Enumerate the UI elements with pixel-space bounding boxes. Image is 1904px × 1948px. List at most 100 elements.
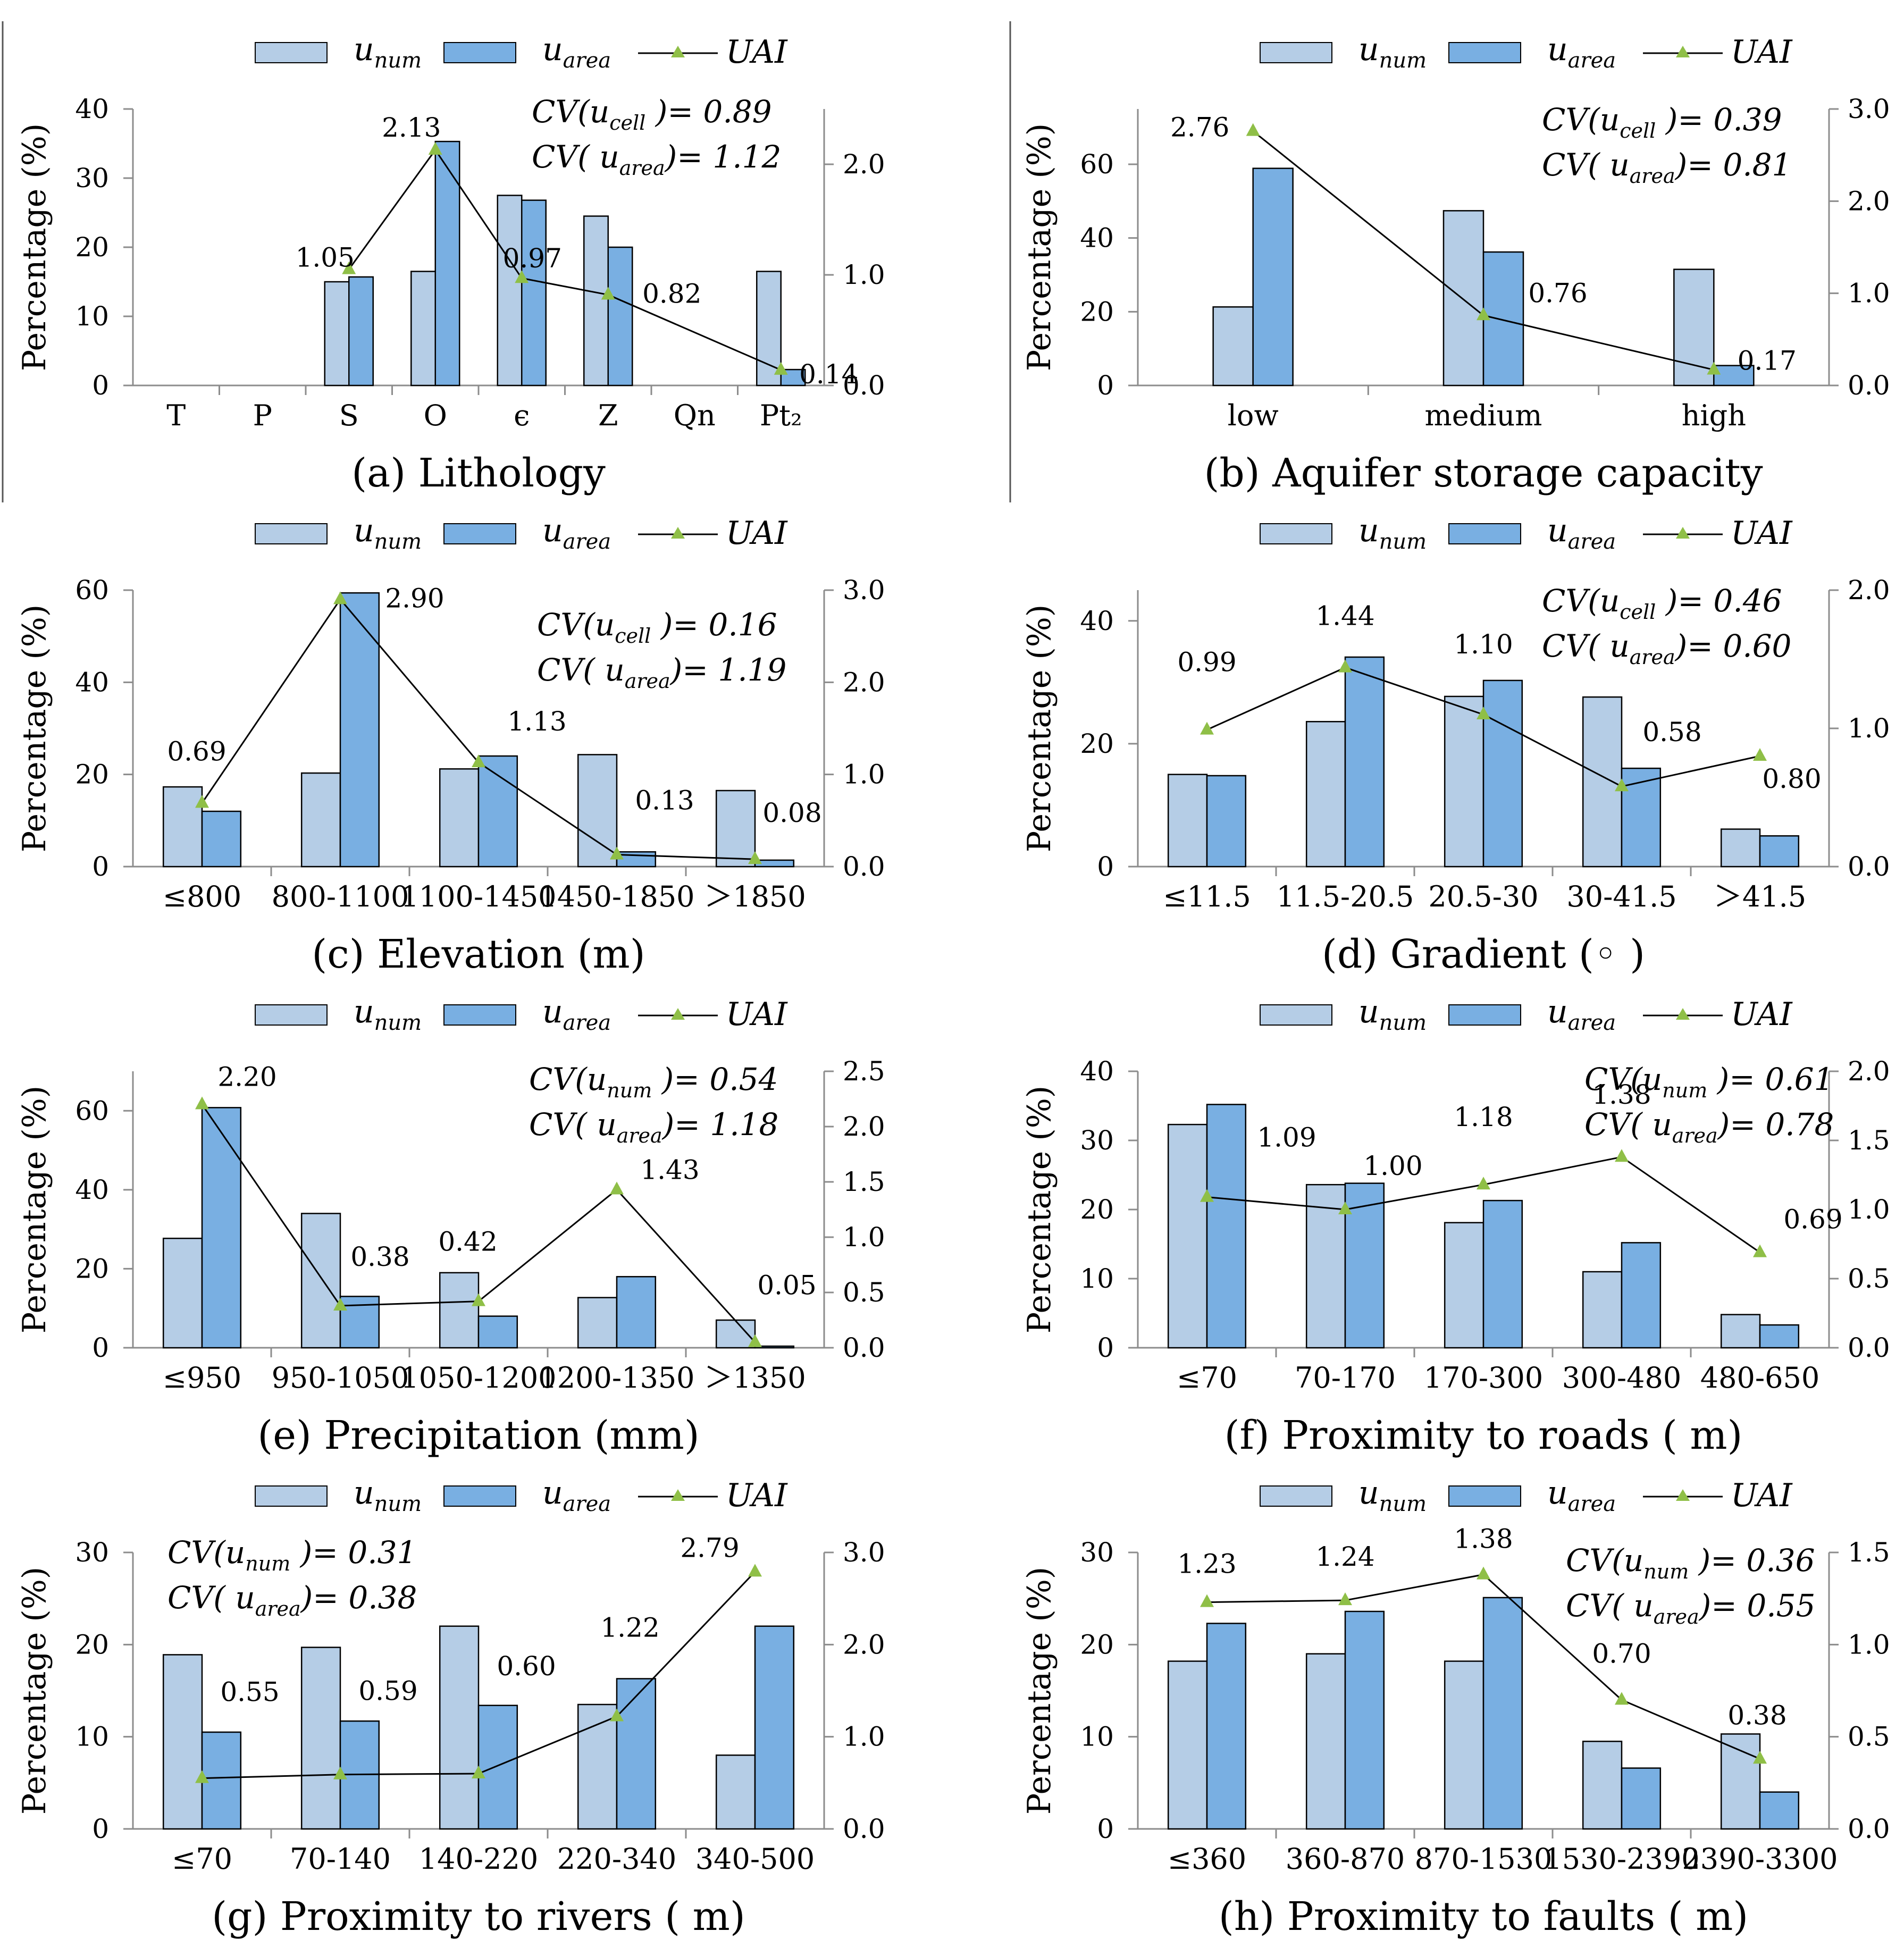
x-tick-label: 220-340: [557, 1842, 676, 1876]
bar-u-num: [1582, 696, 1623, 868]
uai-data-label: 0.13: [635, 785, 694, 816]
bar-u-area: [1759, 1791, 1800, 1830]
bar-u-num: [577, 754, 618, 868]
y2-tick-label: 1.0: [1848, 1629, 1890, 1660]
x-tick-label: 1200-1350: [539, 1361, 694, 1395]
legend-b: unum uarea UAI: [1260, 31, 1793, 73]
panel-title: (d) Gradient (◦ ): [1322, 931, 1645, 977]
bar-u-num: [1167, 1660, 1208, 1830]
bar-u-num: [1167, 1123, 1208, 1349]
x-tick-label: high: [1682, 399, 1746, 432]
x-tick-label: ≤11.5: [1163, 880, 1251, 913]
uai-point: [1477, 1566, 1490, 1580]
panel-title: (b) Aquifer storage capacity: [1204, 450, 1763, 496]
y2-tick-label: 3.0: [1848, 94, 1890, 124]
cv-num-annotation: CV(unum )= 0.36: [1566, 1542, 1815, 1583]
legend-swatch-u-area: [1448, 523, 1521, 544]
y-tick-label: 0: [92, 1813, 109, 1844]
y-tick-label: 0: [92, 1332, 109, 1363]
uai-data-label: 1.23: [1177, 1549, 1236, 1580]
uai-point: [1753, 748, 1767, 761]
x-tick-label: ＞1350: [704, 1361, 806, 1395]
y2-tick-label: 0.5: [1848, 1263, 1890, 1294]
uai-point: [1615, 778, 1629, 792]
uai-data-label: 0.69: [1783, 1204, 1842, 1235]
uai-point: [1477, 307, 1490, 321]
bar-u-area: [1482, 679, 1523, 868]
bar-u-area: [1482, 251, 1524, 387]
uai-data-label: 1.13: [507, 706, 566, 737]
legend-label-u-area: uarea: [1547, 1474, 1616, 1516]
x-tick-label: ≤950: [163, 1361, 241, 1395]
x-tick-label: O: [424, 399, 447, 432]
y2-tick-label: 0.5: [843, 1277, 885, 1308]
x-tick-label: ＞1850: [704, 880, 806, 913]
legend-marker-uai: [1676, 1489, 1690, 1501]
y-tick-label: 0: [1097, 1813, 1114, 1844]
bar-u-num: [439, 768, 480, 868]
cv-area-annotation: CV( uarea)= 0.55: [1566, 1588, 1815, 1628]
bar-u-area: [616, 1678, 657, 1830]
bar-u-num: [715, 1319, 756, 1349]
uai-data-label: 0.08: [762, 797, 821, 828]
uai-point: [1615, 1692, 1629, 1705]
y-tick-label: 60: [1080, 149, 1114, 180]
legend-swatch-u-area: [443, 1485, 516, 1507]
x-tick-label: 870-1530: [1415, 1842, 1553, 1876]
y2-tick-label: 1.5: [1848, 1125, 1890, 1156]
y-tick-label: 40: [1080, 223, 1114, 254]
bar-u-num: [1305, 1183, 1346, 1349]
legend-label-u-num: unum: [354, 1474, 422, 1516]
cv-area-annotation: CV( uarea)= 0.38: [167, 1580, 417, 1620]
bar-u-area: [1206, 1104, 1247, 1349]
bar-u-area: [1621, 1242, 1662, 1349]
x-tick-label: 1450-1850: [539, 880, 694, 913]
uai-data-label: 2.90: [385, 583, 444, 614]
legend-label-u-num: unum: [1358, 31, 1427, 73]
x-tick-label: 20.5-30: [1428, 880, 1538, 913]
x-tick-label: T: [166, 399, 186, 432]
legend-marker-uai: [671, 1489, 685, 1501]
y-tick-label: 40: [1080, 1056, 1114, 1087]
uai-point: [1200, 1189, 1214, 1202]
bar-u-num: [1305, 721, 1346, 868]
uai-data-label: 2.79: [680, 1532, 739, 1563]
panel-title: (h) Proximity to faults ( m): [1219, 1894, 1748, 1939]
y-tick-label: 30: [1080, 1125, 1114, 1156]
uai-data-label: 0.59: [358, 1676, 417, 1707]
legend-h: unum uarea UAI: [1260, 1474, 1793, 1516]
uai-point: [472, 1293, 485, 1306]
uai-point: [195, 1770, 209, 1783]
bar-u-num: [1720, 1733, 1761, 1830]
bar-u-area: [477, 755, 518, 868]
legend-label-u-area: uarea: [1547, 993, 1616, 1035]
bar-u-num: [300, 1647, 341, 1830]
y-tick-label: 20: [75, 759, 109, 790]
bar-u-num: [162, 1654, 203, 1830]
legend-label-u-num: unum: [354, 31, 422, 73]
uai-point: [748, 1334, 762, 1347]
uai-data-label: 1.38: [1592, 1079, 1651, 1110]
legend-swatch-u-num: [1260, 523, 1332, 544]
y-axis-label: Percentage (%): [16, 123, 53, 371]
uai-point: [748, 851, 762, 864]
uai-point: [748, 1564, 762, 1577]
uai-data-label: 1.05: [296, 242, 355, 273]
legend-marker-uai: [1676, 1008, 1690, 1020]
bar-u-area: [1759, 1324, 1800, 1349]
uai-data-label: 0.60: [497, 1651, 556, 1682]
bar-u-num: [300, 772, 341, 868]
uai-point: [195, 795, 209, 808]
uai-data-label: 0.17: [1738, 346, 1797, 376]
uai-point: [1707, 362, 1721, 375]
uai-point: [195, 1096, 209, 1110]
panel-b: unum uarea UAI 0 20 40 60 0.0 1.0 2.0 3.0 Percentag…: [1021, 31, 1890, 496]
x-tick-label: ≤70: [1177, 1361, 1237, 1395]
y2-tick-label: 3.0: [843, 1537, 885, 1568]
bar-u-num: [1444, 695, 1484, 868]
panel-title: (f) Proximity to roads ( m): [1224, 1413, 1743, 1458]
panel-a: unum uarea UAI 0 10 20 30 40 0.0 1.0 2.0 Percentage…: [16, 31, 885, 496]
bar-u-num: [1582, 1271, 1623, 1349]
legend-label-uai: UAI: [1731, 515, 1793, 552]
legend-label-u-area: uarea: [542, 512, 611, 554]
